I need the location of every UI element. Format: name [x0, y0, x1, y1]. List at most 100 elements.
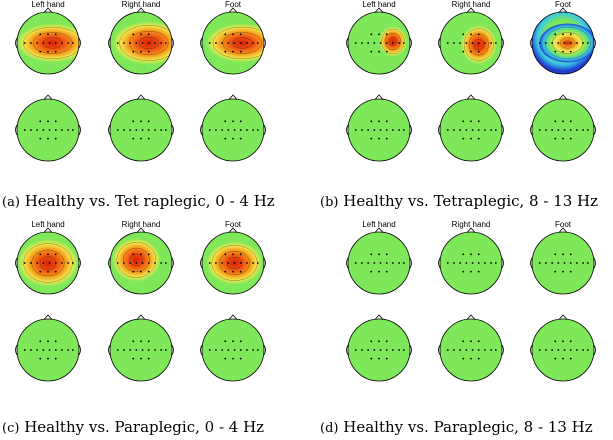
electrode — [378, 33, 380, 36]
head-outline — [347, 318, 411, 382]
electrode — [42, 349, 45, 351]
electrode — [135, 349, 138, 351]
electrode — [42, 262, 45, 264]
electrode — [48, 262, 51, 264]
electrode — [484, 262, 486, 264]
electrode — [54, 120, 57, 123]
electrode — [462, 137, 465, 140]
contour-line — [463, 28, 494, 61]
electrode — [164, 349, 167, 351]
caption-label: (b) — [320, 195, 339, 210]
activation-blob — [460, 25, 497, 65]
nose — [558, 227, 568, 233]
electrode — [557, 42, 560, 44]
electrode — [221, 42, 224, 44]
head-outline — [16, 11, 80, 75]
scalp-fill — [348, 319, 410, 381]
electrode — [370, 270, 373, 273]
caption-text: Healthy vs. Paraplegic, 0 - 4 Hz — [24, 418, 265, 436]
caption-d: (d) Healthy vs. Paraplegic, 8 - 13 Hz — [320, 418, 613, 436]
activation-blob — [206, 23, 264, 63]
electrode — [224, 270, 227, 273]
electrode — [477, 137, 480, 140]
electrode — [398, 129, 401, 131]
electrode — [224, 340, 227, 343]
nose — [466, 7, 476, 13]
electrode — [61, 349, 63, 351]
electrode — [402, 349, 405, 351]
electrode — [462, 340, 465, 343]
scalp-map — [200, 94, 266, 162]
electrode — [562, 253, 564, 256]
electrode — [140, 270, 142, 273]
electrode — [239, 357, 242, 360]
electrode — [54, 357, 57, 360]
electrode — [385, 33, 388, 36]
scalp-map — [530, 227, 596, 295]
electrode — [42, 42, 45, 44]
activation-blob — [539, 23, 594, 63]
electrode — [385, 50, 388, 53]
electrode — [123, 349, 125, 351]
electrode — [47, 340, 49, 343]
electrode — [563, 42, 566, 44]
electrode — [233, 129, 236, 131]
electrode — [367, 262, 370, 264]
electrode — [54, 340, 57, 343]
left-ear — [15, 257, 18, 269]
scalp-map — [346, 314, 412, 382]
electrode — [477, 270, 480, 273]
electrode — [557, 262, 560, 264]
right-ear — [263, 344, 266, 356]
nose — [466, 94, 476, 100]
electrode — [67, 349, 70, 351]
electrode — [494, 349, 497, 351]
contour-line — [212, 26, 264, 60]
electrode — [367, 349, 370, 351]
left-ear — [530, 344, 533, 356]
electrode — [538, 262, 541, 264]
electrode — [239, 253, 242, 256]
electrode — [23, 129, 26, 131]
electrode — [551, 262, 554, 264]
electrode — [557, 349, 560, 351]
column-label-right-hand: Right hand — [451, 0, 491, 9]
electrode — [471, 349, 474, 351]
electrode — [39, 357, 42, 360]
electrode — [232, 357, 234, 360]
electrode — [140, 137, 142, 140]
head-outline — [439, 318, 503, 382]
scalp-map — [438, 314, 504, 382]
electrode — [140, 357, 142, 360]
activation-blob — [378, 26, 408, 57]
electrode — [576, 262, 578, 264]
electrode — [48, 42, 51, 44]
contour-line — [232, 37, 253, 49]
scalp-fill — [440, 319, 502, 381]
electrode — [141, 42, 144, 44]
electrode — [545, 262, 547, 264]
electrode — [551, 42, 554, 44]
head-outline — [531, 231, 595, 295]
electrode — [385, 349, 388, 351]
electrode — [563, 262, 566, 264]
electrode — [132, 137, 135, 140]
electrode — [246, 262, 248, 264]
column-label-left-hand: Left hand — [31, 220, 65, 229]
electrode — [132, 253, 135, 256]
contour-line — [129, 31, 169, 55]
electrode — [39, 50, 42, 53]
scalp-fill — [532, 319, 594, 381]
electrode — [477, 349, 480, 351]
electrode — [227, 262, 230, 264]
nose — [466, 227, 476, 233]
electrode — [459, 349, 462, 351]
electrode — [373, 129, 376, 131]
electrode — [215, 349, 217, 351]
electrode — [30, 42, 32, 44]
head-outline — [109, 318, 173, 382]
electrode — [36, 349, 39, 351]
electrode — [545, 129, 547, 131]
nose — [466, 314, 476, 320]
left-ear — [15, 37, 18, 49]
